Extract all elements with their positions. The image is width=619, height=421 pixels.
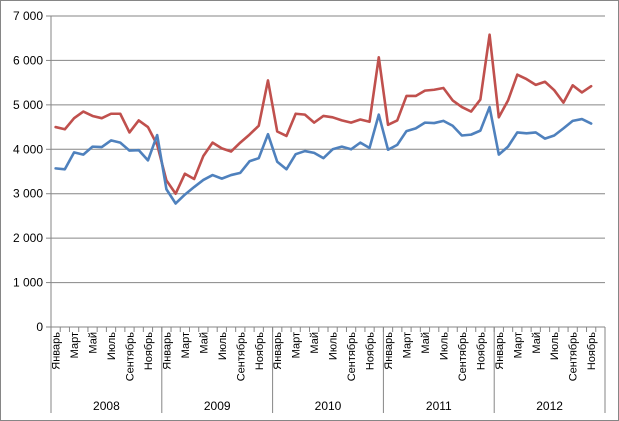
series-line-2: [54, 105, 593, 205]
x-axis-month-label: Июль: [217, 332, 229, 360]
x-axis-month-label: Июль: [328, 332, 340, 360]
series-lines: [54, 33, 593, 205]
x-axis-month-label: Май: [309, 332, 321, 354]
y-axis-tick-label: 1 000: [13, 276, 43, 290]
x-axis-month-label: Март: [401, 332, 413, 358]
x-axis-month-label: Ноябрь: [254, 332, 266, 370]
y-axis-tick-label: 0: [36, 320, 43, 334]
x-axis-month-label: Январь: [161, 332, 173, 370]
x-axis-month-label: Март: [512, 332, 524, 358]
x-axis-month-label: Январь: [51, 332, 63, 370]
x-axis-month-label: Июль: [549, 332, 561, 360]
x-axis-month-label: Сентябрь: [457, 332, 469, 382]
x-axis-month-label: Ноябрь: [365, 332, 377, 370]
x-axis-year-label: 2011: [426, 399, 452, 413]
x-axis-month-label: Май: [198, 332, 210, 354]
x-axis-month-label: Сентябрь: [235, 332, 247, 382]
y-axis-tick-label: 6 000: [13, 53, 43, 67]
series-line-1: [54, 33, 593, 196]
x-axis-tick-labels: Январь Март Май Июль Сентябрь Ноябрь Январь Мар…: [51, 332, 599, 382]
axes: [46, 15, 606, 413]
x-axis-month-label: Май: [531, 332, 543, 354]
x-axis-month-label: Март: [291, 332, 303, 358]
x-axis-month-label: Июль: [106, 332, 118, 360]
x-axis-year-labels: 2008 2009 2010 2011 2012: [93, 399, 563, 413]
x-axis-month-label: Январь: [383, 332, 395, 370]
y-axis-tick-label: 4 000: [13, 142, 43, 156]
y-axis-tick-label: 5 000: [13, 98, 43, 112]
x-axis-month-label: Ноябрь: [143, 332, 155, 370]
x-axis-month-label: Ноябрь: [586, 332, 598, 370]
y-axis-tick-labels: 0 1 000 2 000 3 000 4 000 5 000 6 000 7 000: [13, 9, 43, 334]
x-axis-month-label: Май: [420, 332, 432, 354]
grid-lines: [51, 15, 605, 284]
x-axis-month-label: Март: [180, 332, 192, 358]
x-axis-month-label: Январь: [272, 332, 284, 370]
y-axis-tick-label: 2 000: [13, 231, 43, 245]
x-axis-month-label: Июль: [438, 332, 450, 360]
y-axis-tick-label: 3 000: [13, 187, 43, 201]
x-axis-year-label: 2009: [204, 399, 231, 413]
x-axis-month-label: Январь: [494, 332, 506, 370]
x-axis-month-label: Сентябрь: [124, 332, 136, 382]
x-axis-month-label: Сентябрь: [568, 332, 580, 382]
x-axis-year-label: 2012: [536, 399, 563, 413]
x-axis-year-label: 2008: [93, 399, 120, 413]
y-axis-tick-label: 7 000: [13, 9, 43, 23]
x-axis-month-label: Март: [69, 332, 81, 358]
x-axis-month-label: Ноябрь: [475, 332, 487, 370]
x-axis-month-label: Сентябрь: [346, 332, 358, 382]
x-axis-month-label: Май: [88, 332, 100, 354]
x-axis-year-label: 2010: [315, 399, 342, 413]
